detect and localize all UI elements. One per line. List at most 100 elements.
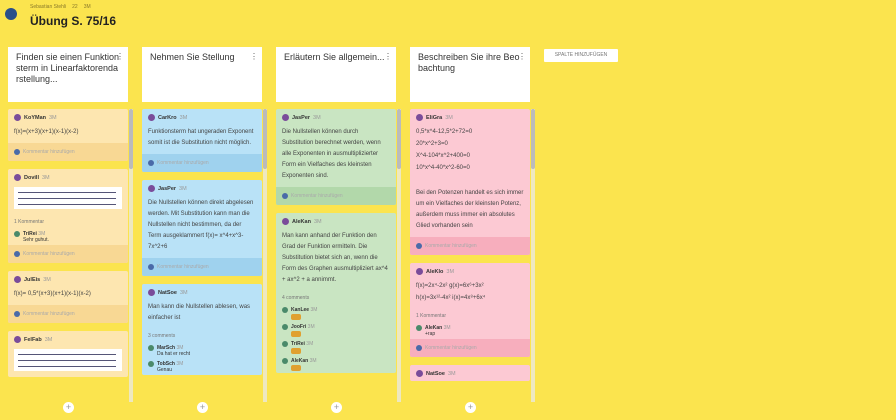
add-post[interactable]: + [331,402,342,413]
post[interactable]: NatSoe 3M Man kann die Nullstellen ablesen… [142,284,262,375]
column-title: Erläutern Sie allgemein... [284,52,385,62]
scrollbar [531,109,535,169]
post-body: f(x)=2x⁴-2x² g(x)=6x⁶+3x² h(x)=3x¹²-4x² i… [410,279,530,309]
post[interactable]: FelFab 3M [8,331,128,377]
post-time: 3M [447,370,456,377]
avatar [148,361,154,367]
post-body: f(x)=(x+3)(x+1)(x-1)(x-2) [8,125,128,143]
post[interactable]: Dovill 3M 1 Kommentar TriRei 3M Sehr guhut. K… [8,169,128,263]
post-line: h(x)=3x¹²-4x² i(x)=4x⁸+6x⁴ [416,295,486,301]
menu[interactable]: ⋮ [116,52,124,61]
comment-head: AleKan 3M [291,358,317,364]
comments-count: 3 comments [148,333,176,339]
post[interactable]: AleKan 3M Man kann anhand der Funktion den… [276,213,396,373]
post[interactable]: NatSoe 3M [410,365,530,381]
post-line: Man kann anhand der Funktion den Grad de… [282,233,388,283]
post[interactable]: EliGra 3M 0,5*x^4-12,5*2+72=0 20*x^2+3=0 X^4… [410,109,530,255]
add-column[interactable]: SPALTE HINZUFÜGEN [544,49,618,62]
time: 3M [83,4,91,10]
author-name: CarKro [158,114,177,121]
add-post[interactable]: + [197,402,208,413]
post-author: KoYMan 3M [8,109,128,125]
comment-head: KanLee 3M [291,307,317,313]
post-line: Die Nullstellen können direkt abgelesen … [148,200,254,250]
comment: TriRei 3M Sehr guhut. [8,229,128,245]
emoji [291,365,301,371]
author-name: KoYMan [24,114,46,121]
comments-count: 4 comments [282,295,310,301]
author-name: EliGra [426,114,443,121]
post-time: 3M [179,185,187,192]
comment-body: JooFri 3M [291,324,315,337]
add-post[interactable]: + [465,402,476,413]
post[interactable]: CarKro 3M Funktionsterm hat ungeraden Expo… [142,109,262,172]
post-body: Man kann die Nullstellen ablesen, was ei… [142,300,262,329]
add-comment[interactable]: Kommentar hinzufügen [142,154,262,172]
comment-time: 3M [310,307,318,313]
comment-time: 3M [176,361,184,367]
post[interactable]: JasPer 3M Die Nullstellen können durch Sub… [276,109,396,205]
comment-author: TriRei [291,341,305,347]
avatar [14,336,21,343]
comment-author: MarSch [157,345,176,351]
post-author: AleKlo 3M [410,263,530,279]
add-comment[interactable]: Kommentar hinzufügen [410,237,530,255]
comment-body: MarSch 3M Da hat er recht [157,345,190,357]
comment-time: 3M [306,341,314,347]
post[interactable]: AleKlo 3M f(x)=2x⁴-2x² g(x)=6x⁶+3x² h(x)=3x… [410,263,530,357]
add-comment[interactable]: Kommentar hinzufügen [276,187,396,205]
comment-author: KanLee [291,307,310,313]
comment: JooFri 3M [276,322,396,339]
avatar [282,341,288,347]
comment-text: Da hat er recht [157,351,191,357]
comment: TobSch 3M Genau [142,359,262,375]
add-comment[interactable]: Kommentar hinzufügen [8,305,128,323]
avatar [282,358,288,364]
post-author: AleKan 3M [276,213,396,229]
post-image [14,187,122,209]
post-author: FelFab 3M [8,331,128,347]
post[interactable]: JulEis 3M f(x)= 0,5*(x+3)(x+1)(x-1)(x-2) Ko… [8,271,128,323]
author-name: NatSoe [158,289,177,296]
menu[interactable]: ⋮ [250,52,258,61]
add-post[interactable]: + [63,402,74,413]
post[interactable]: JasPer 3M Die Nullstellen können direkt ab… [142,180,262,276]
post-line: f(x)= 0,5*(x+3)(x+1)(x-1)(x-2) [14,291,91,297]
post-author: Dovill 3M [8,169,128,185]
column-title: Beschreiben Sie ihre Beobachtung [418,52,520,73]
avatar [282,324,288,330]
emoji [291,348,301,354]
author-name: AleKlo [426,268,444,275]
add-comment[interactable]: Kommentar hinzufügen [8,143,128,161]
comment: AleKan 3M +rap [410,323,530,339]
comment-author: AleKan [291,358,309,364]
avatar [416,370,423,377]
post-body: Funktionsterm hat ungeraden Exponent som… [142,125,262,154]
post-time: 3M [49,114,57,121]
author-name: FelFab [24,336,42,343]
menu[interactable]: ⋮ [384,52,392,61]
likes: 22 [72,4,78,10]
add-comment[interactable]: Kommentar hinzufügen [8,245,128,263]
comment-text: Genau [157,367,173,373]
scroll-track [531,109,535,402]
column: Erläutern Sie allgemein... ⋮ JasPer 3M Die N… [276,47,402,402]
scroll-track [263,109,267,402]
menu[interactable]: ⋮ [518,52,526,61]
post-line: 10*x^4-40*x^2-60=0 [416,165,470,171]
post-body: 0,5*x^4-12,5*2+72=0 20*x^2+3=0 X^4-104*x^2… [410,125,530,237]
author-name: Dovill [24,174,39,181]
comment-author: TobSch [157,361,175,367]
comment-body: TobSch 3M Genau [157,361,183,373]
avatar [416,114,423,121]
comment-author: JooFri [291,324,307,330]
post-author: EliGra 3M [410,109,530,125]
avatar [282,114,289,121]
add-comment[interactable]: Kommentar hinzufügen [142,258,262,276]
avatar [416,325,422,331]
add-comment[interactable]: Kommentar hinzufügen [410,339,530,357]
comment-time: 3M [176,345,184,351]
author-name: JulEis [24,276,41,283]
comment-text: +rap [425,331,436,337]
post[interactable]: KoYMan 3M f(x)=(x+3)(x+1)(x-1)(x-2) Komment… [8,109,128,161]
